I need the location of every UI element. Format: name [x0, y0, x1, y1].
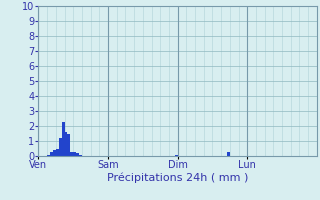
Bar [79, 154, 82, 156]
Bar [227, 152, 230, 156]
Bar [61, 121, 65, 156]
Bar [70, 152, 73, 156]
Bar [76, 153, 79, 156]
Bar [65, 132, 68, 156]
Bar [59, 138, 61, 156]
X-axis label: Précipitations 24h ( mm ): Précipitations 24h ( mm ) [107, 173, 248, 183]
Bar [68, 134, 70, 156]
Bar [175, 154, 178, 156]
Bar [53, 150, 56, 156]
Bar [73, 152, 76, 156]
Bar [47, 155, 50, 156]
Bar [56, 148, 59, 156]
Bar [50, 152, 53, 156]
